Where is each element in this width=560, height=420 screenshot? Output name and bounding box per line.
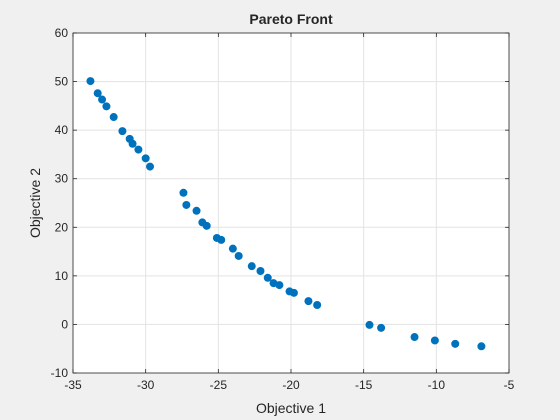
data-point [256, 267, 265, 275]
y-tick-label: 50 [55, 75, 69, 89]
data-point [451, 339, 460, 348]
y-tick-label: -10 [51, 366, 69, 380]
data-point [365, 320, 374, 329]
data-point [247, 262, 256, 271]
x-tick-label: -10 [428, 378, 446, 392]
data-point [304, 297, 313, 306]
data-point [141, 154, 150, 163]
data-point [102, 102, 111, 111]
data-point [109, 113, 118, 122]
data-point [228, 244, 237, 253]
x-tick-label: -30 [137, 378, 155, 392]
data-point [377, 323, 386, 332]
data-point [234, 251, 243, 260]
x-tick-label: -20 [282, 378, 300, 392]
data-point [179, 188, 188, 197]
y-tick-label: 60 [55, 26, 69, 40]
x-axis-label: Objective 1 [256, 400, 326, 416]
data-point [146, 162, 155, 171]
data-point [134, 145, 143, 154]
data-point [93, 89, 102, 98]
chart-title: Pareto Front [249, 11, 333, 27]
x-tick-label: -5 [504, 378, 515, 392]
data-point [98, 95, 107, 104]
y-axis-label: Objective 2 [27, 168, 43, 238]
data-point [182, 200, 191, 209]
data-point [118, 127, 127, 136]
data-point [128, 139, 137, 148]
x-tick-label: -15 [355, 378, 373, 392]
data-point [430, 336, 439, 345]
data-point [86, 77, 95, 86]
y-tick-label: 20 [55, 220, 69, 234]
data-point [202, 221, 211, 230]
data-point [410, 333, 419, 342]
data-point [477, 342, 486, 351]
x-tick-label: -35 [64, 378, 82, 392]
y-tick-label: 40 [55, 123, 69, 137]
data-point [217, 235, 226, 244]
data-point [313, 301, 322, 309]
y-tick-label: 10 [55, 269, 69, 283]
y-tick-label: 30 [55, 172, 69, 186]
data-point [192, 206, 201, 215]
data-point [275, 281, 284, 290]
data-point [289, 288, 298, 297]
axis-ticks: -35 -30 -25 -20 -15 -10 -5 -10 0 10 20 30 40 50 60 [51, 26, 515, 392]
x-tick-label: -25 [210, 378, 228, 392]
y-tick-label: 0 [61, 317, 68, 331]
data-points [86, 77, 486, 351]
data-point [263, 273, 272, 282]
